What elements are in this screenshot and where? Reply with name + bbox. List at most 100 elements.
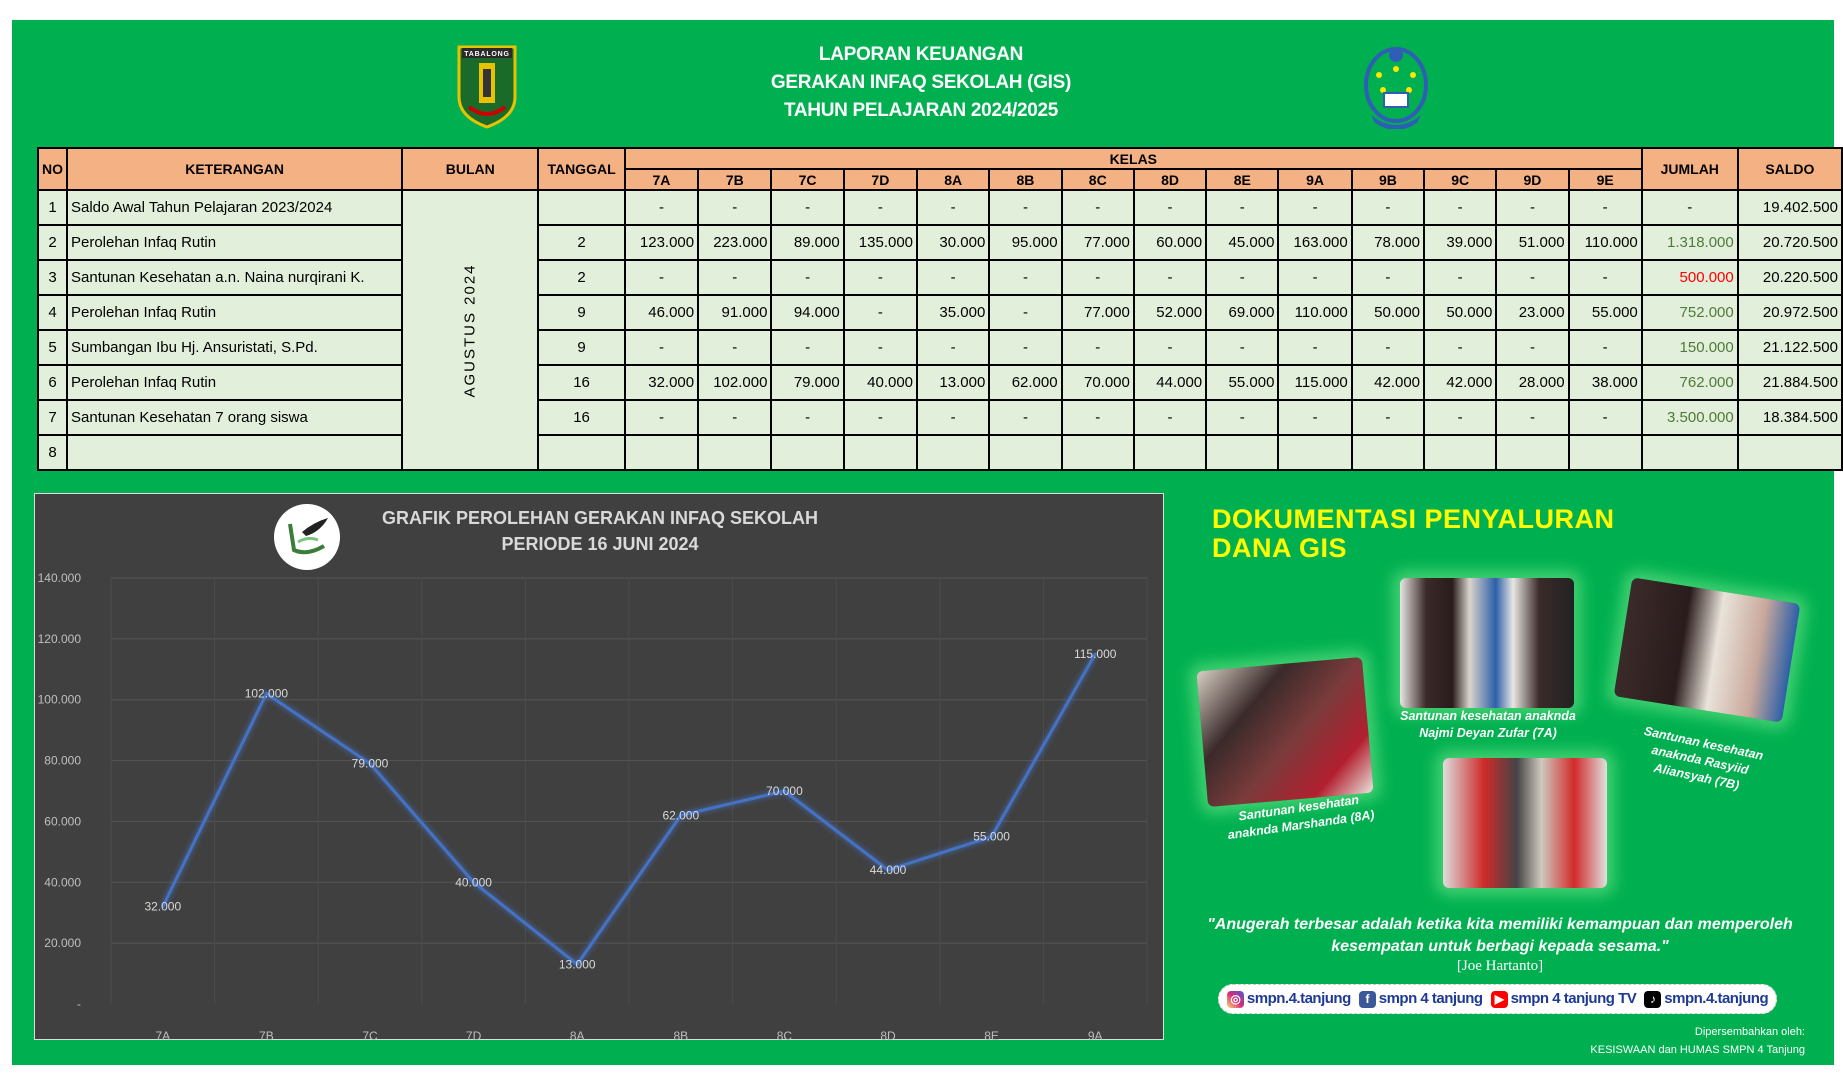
header-class-7a: 7A (623, 168, 700, 191)
bulan-label: AGUSTUS 2024 (461, 262, 479, 398)
cell-no: 4 (37, 294, 68, 331)
header-class-7b: 7B (697, 168, 773, 191)
table-row: 7 Santunan Kesehatan 7 orang siswa 16- - - - -… (37, 399, 1843, 436)
cell-class-8d: 44.000 (1132, 364, 1208, 401)
cell-class-9b: - (1350, 189, 1426, 226)
cell-class-7b: 223.000 (697, 224, 773, 261)
header-kelas: KELAS (623, 147, 1643, 170)
cell-class-9c: - (1423, 399, 1498, 436)
cell-tanggal (537, 189, 626, 226)
cell-saldo: 20.972.500 (1736, 294, 1843, 331)
cell-class-8d: - (1132, 329, 1208, 366)
cell-class-9b: - (1350, 399, 1426, 436)
social-youtube[interactable]: ▶ smpn 4 tanjung TV (1490, 990, 1637, 1008)
cell-class-9b: - (1350, 259, 1426, 296)
table-row: 1 Saldo Awal Tahun Pelajaran 2023/2024 AGU… (37, 189, 1843, 471)
cell-class-7d: - (842, 259, 919, 296)
cell-keterangan (65, 434, 404, 471)
cell-class-7b: - (697, 189, 773, 226)
report-title: LAPORAN KEUANGAN (818, 44, 1024, 65)
cell-class-8c: - (1060, 189, 1135, 226)
y-tick-label: 100.000 (38, 693, 82, 707)
data-label: 62.000 (662, 808, 699, 822)
cell-class-7d: - (842, 399, 919, 436)
cell-keterangan: Perolehan Infaq Rutin (65, 224, 404, 261)
cell-class-8b: - (988, 294, 1063, 331)
cell-class-9b (1350, 434, 1426, 471)
header-no: NO (37, 147, 68, 191)
header-bulan: BULAN (401, 147, 540, 191)
cell-saldo: 21.122.500 (1736, 329, 1843, 366)
cell-class-9c: - (1423, 259, 1498, 296)
finance-report-table: NO KETERANGAN BULAN TANGGAL KELAS JUMLAH… (37, 147, 1843, 471)
cell-keterangan: Perolehan Infaq Rutin (65, 364, 404, 401)
cell-class-8b: - (988, 399, 1063, 436)
documentation-title-line: DOKUMENTASI PENYALURAN (1212, 504, 1615, 534)
cell-jumlah: 3.500.000 (1640, 399, 1739, 436)
school-emblem-logo (1364, 47, 1428, 129)
cell-class-9a: - (1277, 189, 1353, 226)
y-tick-label: 80.000 (44, 754, 81, 768)
cell-class-8d: - (1132, 189, 1208, 226)
social-media-bar: ◎ smpn.4.tanjung f smpn 4 tanjung ▶ smpn 4 … (1218, 984, 1777, 1014)
header-class-8b: 8B (988, 168, 1063, 191)
cell-tanggal: 2 (537, 259, 626, 296)
credit-line: Dipersembahkan oleh: (1694, 1026, 1805, 1038)
cell-class-8b: - (988, 259, 1063, 296)
cell-class-8e: - (1205, 189, 1280, 226)
cell-class-7a: 123.000 (623, 224, 700, 261)
cell-class-8e: - (1205, 259, 1280, 296)
data-point-7c (368, 762, 372, 766)
infaq-line-chart: GRAFIK PEROLEHAN GERAKAN INFAQ SEKOLAH P… (34, 493, 1164, 1041)
cell-saldo: 18.384.500 (1736, 399, 1843, 436)
facebook-icon: f (1358, 990, 1376, 1008)
cell-class-7d: 135.000 (842, 224, 919, 261)
photo-marshanda (1196, 657, 1374, 807)
cell-class-9e: 110.000 (1567, 224, 1643, 261)
cell-class-9c: - (1423, 189, 1498, 226)
x-tick-label: 8A (570, 1029, 585, 1041)
data-point-8d (886, 868, 890, 872)
cell-class-8a: - (916, 399, 991, 436)
table-row: 8 (37, 434, 1843, 471)
table-row: 6 Perolehan Infaq Rutin 16 32.000 102.000 79.… (37, 364, 1843, 401)
cell-class-7a: 46.000 (623, 294, 700, 331)
cell-no: 7 (37, 399, 68, 436)
cell-saldo (1736, 434, 1843, 471)
caption-line: Najmi Deyan Zufar (7A) (1419, 726, 1557, 740)
cell-class-9d: - (1495, 329, 1570, 366)
x-tick-label: 8E (984, 1029, 999, 1041)
credit-line: KESISWAAN dan HUMAS SMPN 4 Tanjung (1590, 1044, 1805, 1056)
cell-class-9e (1567, 434, 1643, 471)
cell-class-7d: - (842, 329, 919, 366)
data-label: 40.000 (455, 875, 492, 889)
cell-class-9a: - (1277, 259, 1353, 296)
cell-class-7a: 32.000 (623, 364, 700, 401)
cell-class-9e: 55.000 (1567, 294, 1643, 331)
y-tick-label: 140.000 (38, 571, 82, 585)
cell-class-8a: 35.000 (916, 294, 991, 331)
cell-class-7c: - (770, 399, 845, 436)
cell-class-8d: - (1132, 399, 1208, 436)
cell-jumlah (1640, 434, 1739, 471)
social-tiktok[interactable]: ♪ smpn.4.tanjung (1644, 990, 1769, 1008)
cell-no: 8 (37, 434, 68, 471)
cell-class-8c: 77.000 (1060, 224, 1135, 261)
photo-najmi (1400, 578, 1574, 708)
data-label: 32.000 (144, 900, 181, 914)
social-facebook[interactable]: f smpn 4 tanjung (1358, 990, 1483, 1008)
x-tick-label: 7C (362, 1029, 378, 1041)
cell-class-9e: - (1567, 189, 1643, 226)
quote-text: "Anugerah terbesar adalah ketika kita me… (1207, 916, 1793, 955)
table-row: 2 Perolehan Infaq Rutin 2 123.000 223.000 89.… (37, 224, 1843, 261)
cell-class-9b: - (1350, 329, 1426, 366)
cell-keterangan: Santunan Kesehatan a.n. Naina nurqirani … (65, 259, 404, 296)
table-row: 3 Santunan Kesehatan a.n. Naina nurqirani… (37, 259, 1843, 296)
cell-class-9b: 42.000 (1350, 364, 1426, 401)
data-point-8c (782, 789, 786, 793)
social-instagram[interactable]: ◎ smpn.4.tanjung (1226, 990, 1351, 1008)
cell-class-7c (770, 434, 845, 471)
cell-class-8c (1060, 434, 1135, 471)
cell-class-9e: 38.000 (1567, 364, 1643, 401)
cell-class-7b: - (697, 329, 773, 366)
